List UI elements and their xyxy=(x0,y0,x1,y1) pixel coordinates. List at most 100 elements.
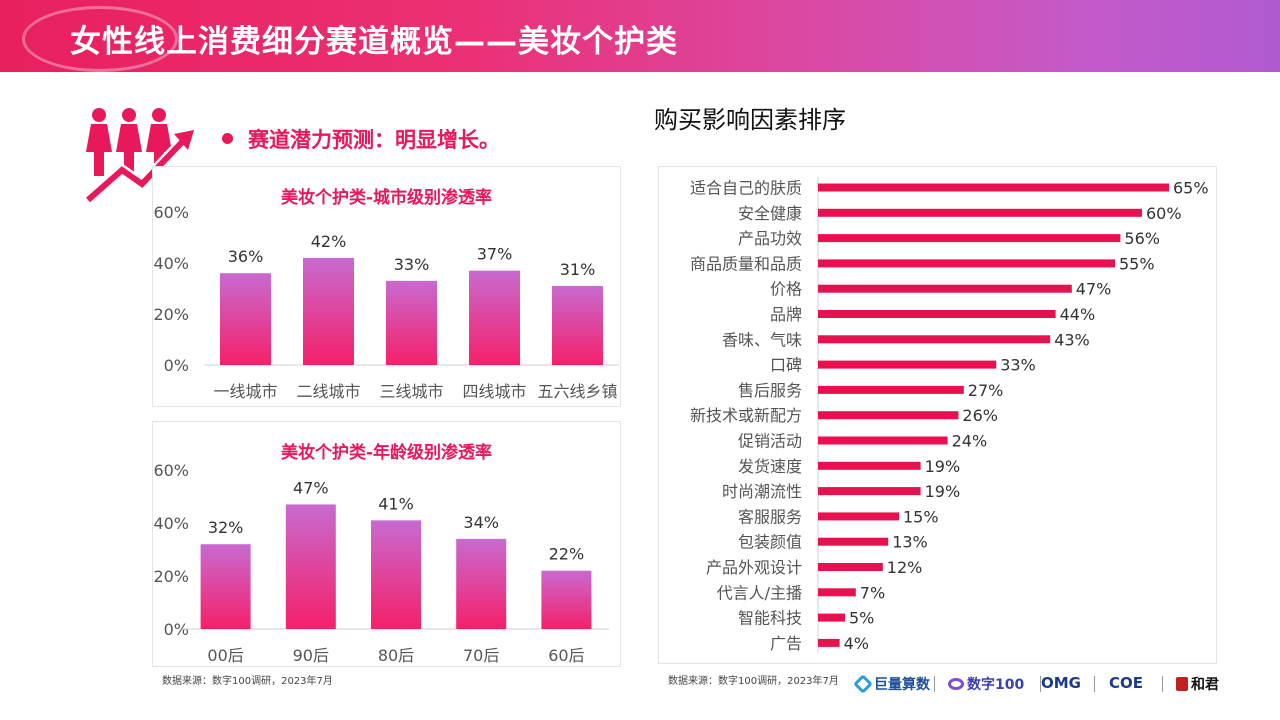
y-tick-label: 0% xyxy=(164,620,189,639)
bar xyxy=(303,257,354,365)
y-tick-label: 适合自己的肤质 xyxy=(690,179,802,198)
data-label: 4% xyxy=(844,634,869,653)
data-label: 22% xyxy=(549,545,585,564)
data-label: 15% xyxy=(903,507,939,526)
data-label: 44% xyxy=(1060,305,1096,324)
bar xyxy=(386,280,437,365)
data-label: 19% xyxy=(925,482,961,501)
logo-separator xyxy=(1040,676,1041,692)
women-growth-icon xyxy=(84,108,194,204)
data-label: 26% xyxy=(962,406,998,425)
age-penetration-chart: 美妆个护类-年龄级别渗透率 0% 20% 40% 60% 32% 00后 47% 90后 41%… xyxy=(152,421,621,667)
bar xyxy=(469,270,520,365)
data-label: 19% xyxy=(925,457,961,476)
y-tick-label: 60% xyxy=(153,461,189,480)
header-decoration xyxy=(22,6,178,72)
data-label: 33% xyxy=(1000,356,1036,375)
y-tick-label: 时尚潮流性 xyxy=(722,482,802,501)
bar xyxy=(818,512,899,521)
bar xyxy=(818,411,959,420)
data-label: 12% xyxy=(887,558,923,577)
data-label: 37% xyxy=(477,245,513,264)
y-tick-label: 产品功效 xyxy=(738,229,802,248)
bar xyxy=(552,285,603,365)
partner-logos: 巨量算数 数字100 OMG COE 和君 xyxy=(853,670,1236,698)
data-label: 7% xyxy=(860,583,885,602)
bar xyxy=(818,436,948,445)
logo-separator xyxy=(934,676,935,692)
x-tick-label: 70后 xyxy=(463,646,499,665)
city-penetration-chart: 美妆个护类-城市级别渗透率 0% 20% 40% 60% 36% 一线城市 42% 二线城市 3… xyxy=(152,166,621,407)
coe-logo: COE xyxy=(1109,674,1144,692)
y-tick-label: 0% xyxy=(164,356,189,375)
bar xyxy=(220,273,271,365)
bar xyxy=(818,385,964,394)
bar xyxy=(818,638,840,647)
data-label: 42% xyxy=(311,232,347,251)
data-label: 13% xyxy=(892,533,928,552)
y-tick-label: 品牌 xyxy=(770,305,802,324)
bar xyxy=(818,588,856,597)
data-label: 43% xyxy=(1054,330,1090,349)
shuzi-logo: 数字100 xyxy=(948,674,1024,694)
y-tick-label: 智能科技 xyxy=(738,609,802,628)
x-tick-label: 00后 xyxy=(207,646,243,665)
data-label: 34% xyxy=(463,513,499,532)
y-tick-label: 促销活动 xyxy=(738,432,802,451)
y-tick-label: 20% xyxy=(153,567,189,586)
omg-logo: OMG xyxy=(1041,674,1081,692)
header-banner: 女性线上消费细分赛道概览——美妆个护类 xyxy=(0,0,1280,72)
y-tick-label: 发货速度 xyxy=(738,457,802,476)
bar xyxy=(541,570,592,629)
julian-logo: 巨量算数 xyxy=(853,674,930,694)
bar xyxy=(818,360,997,369)
purchase-factors-chart: 适合自己的肤质 65% 安全健康 60% 产品功效 56% 商品质量和品质 55% 价格 47% 品… xyxy=(658,166,1217,664)
bar xyxy=(818,461,921,470)
y-tick-label: 代言人/主播 xyxy=(717,583,802,602)
bar xyxy=(818,234,1121,243)
hejun-seal-icon xyxy=(1176,677,1188,691)
data-label: 47% xyxy=(293,478,329,497)
x-tick-label: 五六线乡镇 xyxy=(537,382,617,401)
bar xyxy=(818,487,921,496)
y-tick-label: 20% xyxy=(153,305,189,324)
bar xyxy=(818,310,1056,318)
data-label: 55% xyxy=(1119,254,1155,273)
logo-separator xyxy=(1094,676,1095,692)
y-tick-label: 40% xyxy=(153,254,189,273)
bar xyxy=(285,504,336,629)
data-label: 31% xyxy=(560,260,596,279)
x-tick-label: 一线城市 xyxy=(213,382,277,401)
bar xyxy=(818,563,883,571)
data-label: 65% xyxy=(1173,179,1209,198)
x-tick-label: 四线城市 xyxy=(462,382,526,401)
bar xyxy=(818,284,1072,293)
data-label: 33% xyxy=(394,255,430,274)
logo-separator xyxy=(1162,676,1163,692)
data-label: 5% xyxy=(849,609,874,628)
data-label: 24% xyxy=(952,432,988,451)
x-tick-label: 80后 xyxy=(378,646,414,665)
bar xyxy=(818,613,845,622)
julian-icon xyxy=(853,674,873,694)
y-tick-label: 售后服务 xyxy=(738,381,802,400)
bar xyxy=(818,335,1051,344)
potential-forecast-text: 赛道潜力预测：明显增长。 xyxy=(248,128,500,152)
data-label: 60% xyxy=(1146,204,1182,223)
data-source-note: 数据来源：数字100调研，2023年7月 xyxy=(668,676,839,687)
bar xyxy=(818,537,889,546)
y-tick-label: 香味、气味 xyxy=(722,330,802,349)
factors-title: 购买影响因素排序 xyxy=(654,106,846,134)
bullet-dot xyxy=(222,133,233,144)
y-tick-label: 安全健康 xyxy=(738,204,802,223)
x-tick-label: 90后 xyxy=(293,646,329,665)
bar xyxy=(818,183,1169,192)
bar xyxy=(818,259,1115,268)
chart-title: 美妆个护类-年龄级别渗透率 xyxy=(280,443,493,463)
y-tick-label: 客服服务 xyxy=(738,507,802,526)
page-title: 女性线上消费细分赛道概览——美妆个护类 xyxy=(70,24,678,60)
bar xyxy=(200,544,251,629)
x-tick-label: 二线城市 xyxy=(296,382,360,401)
y-tick-label: 口碑 xyxy=(770,356,802,375)
shuzi-icon xyxy=(948,678,964,690)
